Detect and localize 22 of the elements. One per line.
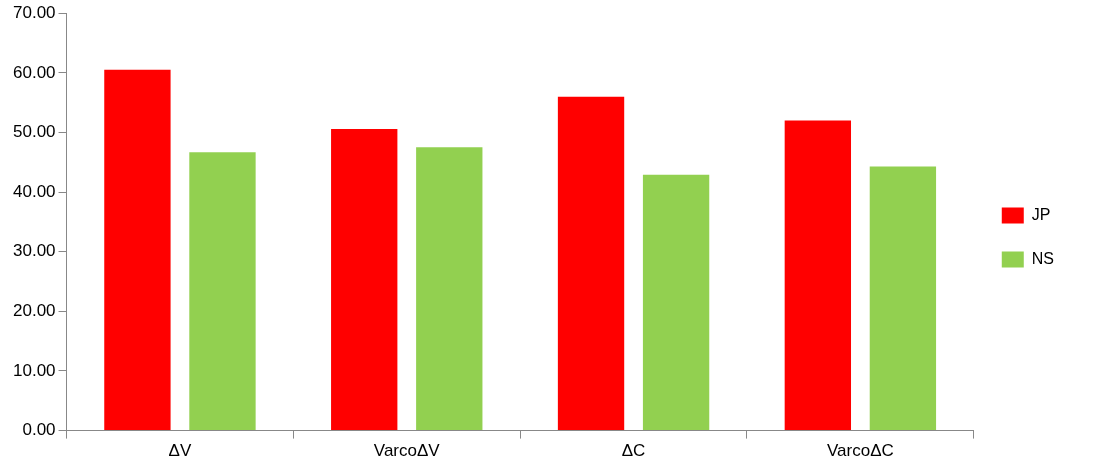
x-tick-label: ΔV <box>168 441 192 461</box>
bar <box>104 69 171 431</box>
y-tick-label: 10.00 <box>12 360 56 380</box>
bar <box>557 96 625 431</box>
legend-label: JP <box>1031 205 1051 223</box>
bar <box>416 147 483 431</box>
legend-label: NS <box>1031 249 1055 267</box>
y-tick-label: 70.00 <box>12 2 56 22</box>
y-tick-label: 60.00 <box>12 62 56 82</box>
bar <box>869 166 937 431</box>
x-tick-label: ΔC <box>621 441 646 461</box>
bar <box>331 128 398 431</box>
y-tick-label: 40.00 <box>12 181 56 201</box>
x-tick-label: VarcoΔC <box>826 441 894 461</box>
bar <box>189 152 256 431</box>
y-tick-label: 0.00 <box>22 420 56 440</box>
x-tick-label: VarcoΔV <box>373 441 441 461</box>
y-tick-label: 50.00 <box>12 122 56 142</box>
y-tick-label: 30.00 <box>12 241 56 261</box>
bar <box>642 174 710 431</box>
y-tick-label: 20.00 <box>12 301 56 321</box>
bar <box>784 120 852 431</box>
